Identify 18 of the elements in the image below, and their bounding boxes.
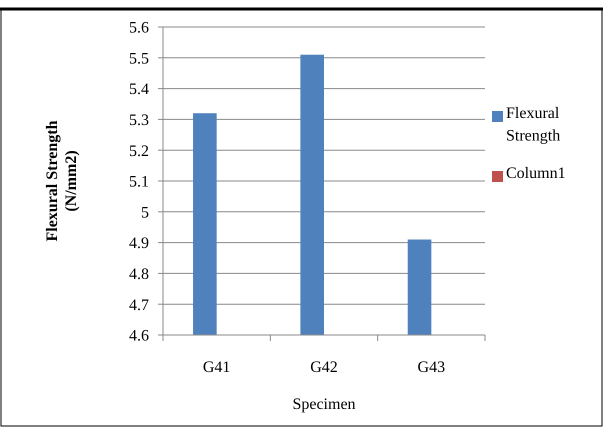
y-tick-label: 5.1 [129, 174, 149, 191]
x-tick-label: G41 [202, 359, 230, 376]
x-axis-title: Specimen [292, 396, 356, 413]
y-axis-title: Flexural Strength (N/mm2) [44, 120, 80, 242]
y-tick-label: 5.2 [129, 142, 149, 160]
y-tick-label: 5.3 [129, 112, 149, 129]
legend-label: Column1 [506, 165, 566, 182]
y-tick-label: 5.5 [129, 50, 149, 68]
x-tick-label: G43 [418, 359, 446, 376]
y-tick-label: 5.6 [129, 20, 149, 37]
y-tick-label: 4.8 [129, 266, 149, 283]
y-tick-label: 4.9 [129, 235, 149, 252]
legend-label: Flexural Strength [506, 105, 560, 144]
y-tick-label: 4.6 [129, 328, 149, 345]
y-tick-label: 5.4 [129, 81, 149, 98]
y-tick-label: 4.7 [129, 296, 149, 314]
y-tick-label: 5 [141, 204, 149, 222]
x-tick-label: G42 [310, 359, 338, 376]
